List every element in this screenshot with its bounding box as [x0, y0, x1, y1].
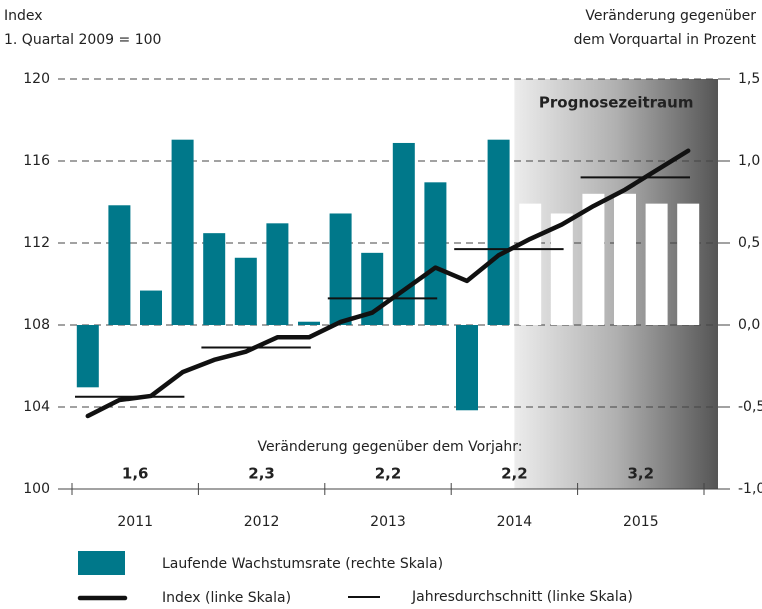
y-tick-label: 116 [23, 153, 50, 169]
forecast-label: Prognosezeitraum [539, 94, 694, 112]
annual-change: 1,6 [122, 465, 149, 483]
bar [677, 203, 700, 325]
annual-change: 2,2 [375, 465, 402, 483]
x-tick-label: 2011 [117, 514, 153, 530]
bar [266, 223, 289, 325]
annual-change: 3,2 [628, 465, 655, 483]
index-line [85, 148, 691, 419]
bar [456, 325, 478, 411]
y-label: 1. Quartal 2009 = 100 [4, 32, 161, 48]
bar [329, 213, 352, 325]
y-tick-label: 108 [23, 317, 50, 333]
annual-change-label: Veränderung gegenüber dem Vorjahr: [257, 439, 522, 455]
x-tick-label: 2014 [497, 514, 533, 530]
y2-label: dem Vorquartal in Prozent [574, 32, 757, 48]
y2-tick-label: 0,5 [738, 235, 760, 251]
bar [234, 257, 257, 325]
bar [582, 193, 605, 325]
bar [140, 290, 162, 325]
y2-tick-label: -0,5 [738, 399, 762, 415]
bar [76, 325, 99, 388]
bar [203, 233, 226, 325]
bar [424, 182, 447, 325]
legend-label: Jahresdurchschnitt (linke Skala) [411, 589, 633, 605]
y2-tick-label: -1,0 [738, 481, 762, 497]
bar [298, 321, 320, 325]
x-tick-label: 2012 [244, 514, 280, 530]
bar [108, 205, 131, 325]
bar [487, 139, 510, 325]
bar [614, 193, 636, 325]
y2-tick-label: 1,0 [738, 153, 760, 169]
y2-tick-label: 1,5 [738, 71, 760, 87]
annual-change: 2,3 [248, 465, 275, 483]
y-tick-label: 100 [23, 481, 50, 497]
y2-label: Veränderung gegenüber [585, 8, 756, 24]
bar [550, 213, 573, 325]
y-tick-label: 112 [23, 235, 50, 251]
legend-label: Index (linke Skala) [162, 590, 291, 606]
bar [392, 142, 415, 325]
x-tick-label: 2015 [623, 514, 659, 530]
bar [171, 139, 194, 325]
legend-swatch [78, 551, 125, 575]
y-tick-label: 120 [23, 71, 50, 87]
y-tick-label: 104 [23, 399, 50, 415]
bar [645, 203, 668, 325]
legend-label: Laufende Wachstumsrate (rechte Skala) [162, 556, 443, 572]
y2-tick-label: 0,0 [738, 317, 760, 333]
x-tick-label: 2013 [370, 514, 406, 530]
annual-change: 2,2 [501, 465, 528, 483]
y-label: Index [4, 8, 43, 24]
bar [519, 203, 542, 325]
